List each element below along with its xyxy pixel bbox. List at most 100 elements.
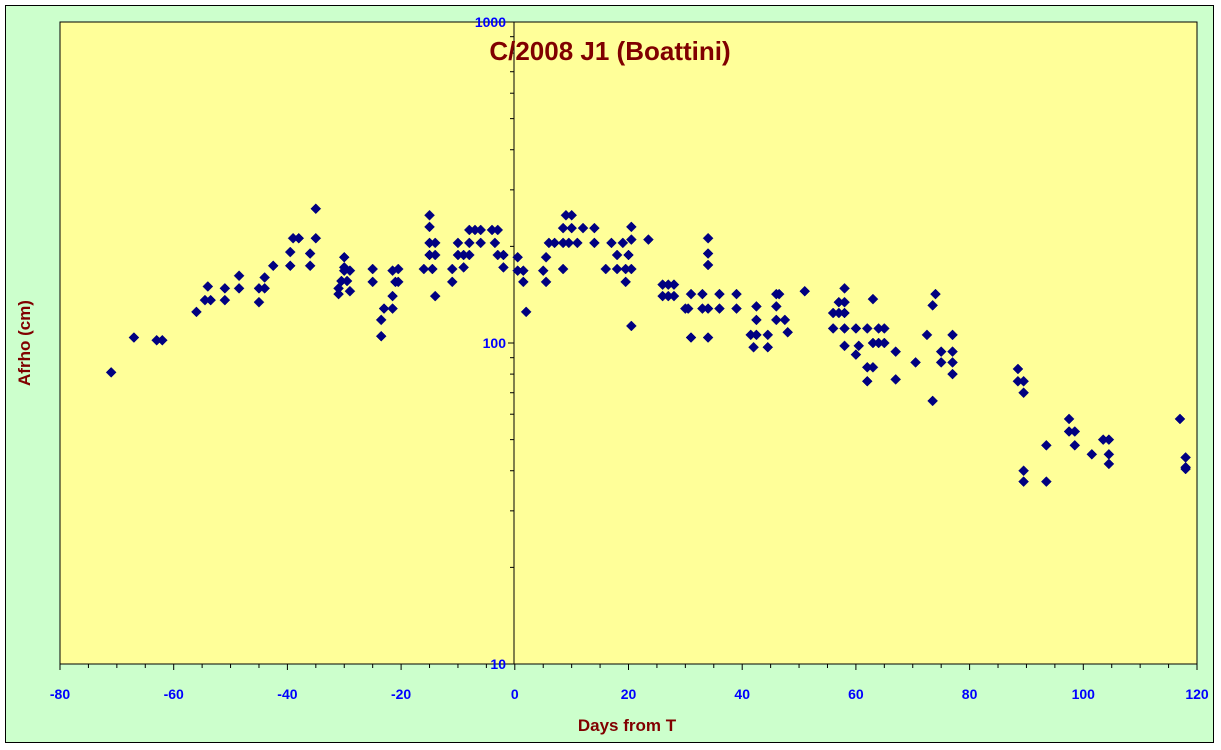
y-tick-label: 10 [490,656,506,672]
data-point [853,340,865,352]
data-point [1069,439,1081,451]
data-point [625,234,637,245]
data-point [839,307,850,319]
data-point [850,349,862,360]
data-point [128,332,140,343]
data-point [375,330,387,342]
data-point [310,232,322,244]
data-point [751,329,762,341]
data-point [253,296,265,308]
data-point [1103,458,1115,470]
data-point [867,293,879,305]
data-point [219,282,231,294]
data-point [202,281,214,292]
data-point [782,326,794,338]
data-point [566,209,578,221]
data-point [1063,413,1075,425]
data-point [947,368,958,380]
data-point [492,224,504,236]
data-point [446,263,458,275]
data-point [557,263,569,275]
x-tick-label: 120 [1185,686,1209,702]
data-point [367,263,379,275]
data-point [878,323,890,334]
y-tick-label: 1000 [475,14,506,30]
data-point [625,263,637,275]
data-point [947,329,958,341]
x-tick-label: 0 [511,686,519,702]
data-point [378,303,390,314]
data-point [387,303,398,314]
data-point [293,232,305,244]
data-point [392,276,404,288]
data-point [367,276,379,288]
data-point [1012,363,1024,375]
data-point [910,357,921,368]
data-point [600,263,612,275]
data-point [520,306,532,318]
data-point [611,249,623,261]
data-point [770,301,782,312]
data-point [731,288,742,300]
data-point [589,237,600,249]
data-point [392,263,404,275]
data-point [779,314,791,326]
data-point [762,329,774,341]
data-point [333,288,344,300]
data-point [489,237,501,249]
x-tick-label: -20 [391,686,411,702]
data-point [1018,476,1029,487]
data-point [566,222,578,234]
data-point [191,306,202,318]
data-point [702,259,714,271]
data-point [304,248,316,259]
data-point [338,251,350,263]
data-point [623,249,634,261]
data-point [549,237,560,249]
data-point [429,237,441,249]
data-point [839,282,850,294]
data-point [284,246,296,258]
y-axis-title: Afrho (cm) [15,300,34,386]
data-point [714,303,725,314]
data-point [284,260,296,272]
data-point [156,334,168,346]
data-point [563,237,575,249]
data-point [921,329,933,341]
data-point [463,237,475,249]
data-point [537,265,549,277]
data-point [702,332,714,343]
data-point [702,248,714,259]
chart-title: C/2008 J1 (Boattini) [489,36,730,66]
data-point [259,282,271,294]
data-point [930,288,941,300]
data-point [233,270,245,282]
data-point [498,262,509,273]
data-point [762,341,774,353]
data-point [617,237,629,249]
data-point [668,279,680,290]
axes: 10 100 1000 -80 -60 -40 -20 0 20 40 60 80 100 120 [50,14,1209,702]
data-point [475,224,487,236]
data-point [606,237,617,249]
data-point [935,346,947,357]
data-point [341,275,353,287]
x-tick-label: 80 [962,686,978,702]
data-point [1040,439,1052,451]
data-point [1069,426,1081,437]
x-tick-label: -40 [277,686,297,702]
data-point [878,337,890,349]
data-point [540,251,552,263]
data-point [947,346,958,357]
data-point [927,395,939,407]
data-point [685,332,697,343]
data-point [1180,463,1191,475]
data-point [770,314,782,326]
data-point [861,323,873,334]
data-point [512,251,523,263]
y-tick-label: 100 [483,335,507,351]
data-point [702,232,714,244]
data-point [344,285,356,297]
data-point [418,263,430,275]
